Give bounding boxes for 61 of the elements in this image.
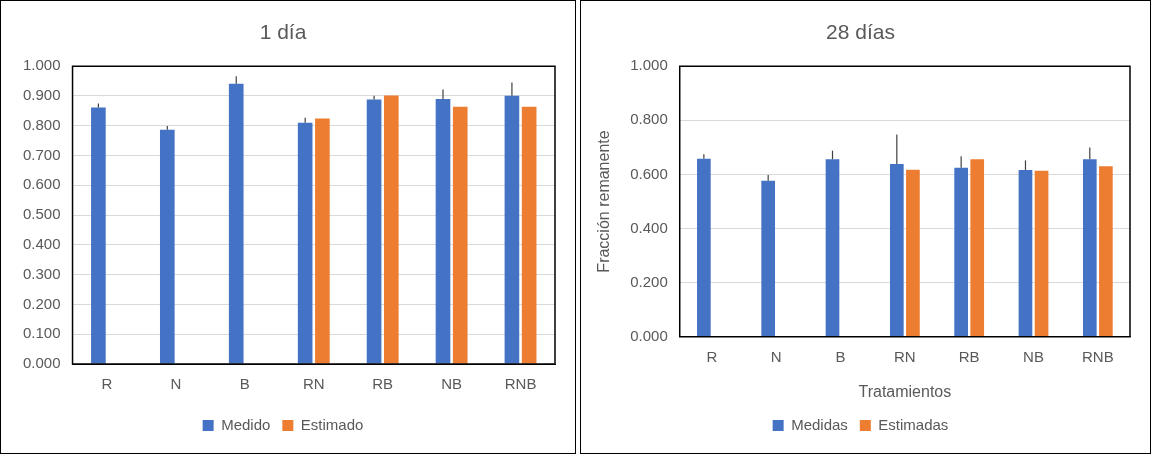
y-tick-label: 0.000 <box>22 354 61 372</box>
bar <box>1018 170 1033 337</box>
bar <box>906 169 920 337</box>
x-tick-label: N <box>770 347 782 365</box>
x-tick-label: RN <box>302 375 325 393</box>
bar <box>1099 166 1113 337</box>
x-tick-label: NB <box>441 375 463 393</box>
y-axis-title: Fracción remanente <box>595 130 613 273</box>
y-tick-label: 0.000 <box>630 326 668 344</box>
bar <box>383 95 399 364</box>
y-tick-label: 1.000 <box>22 56 61 74</box>
x-tick-label: RB <box>958 347 980 365</box>
y-tick-label: 0.100 <box>22 324 61 342</box>
y-tick-label: 0.600 <box>630 164 668 182</box>
y-tick-label: 0.300 <box>22 264 61 282</box>
x-tick-label: RNB <box>504 375 537 393</box>
x-tick-label: RNB <box>1082 347 1114 365</box>
x-axis-title: Tratamientos <box>858 382 952 400</box>
y-tick-label: 0.800 <box>630 110 668 128</box>
y-tick-label: 0.400 <box>22 235 61 253</box>
y-tick-label: 0.200 <box>22 294 61 312</box>
bar <box>159 129 175 364</box>
y-tick-label: 0.900 <box>22 86 61 104</box>
bar <box>1034 170 1049 337</box>
x-tick-label: B <box>239 375 250 393</box>
bar <box>970 159 985 337</box>
y-tick-label: 0.200 <box>630 272 668 290</box>
y-tick-label: 0.600 <box>22 175 61 193</box>
bar <box>1082 159 1097 337</box>
legend-label: Estimado <box>300 415 364 433</box>
legend-label: Medidas <box>791 415 848 433</box>
x-tick-label: N <box>170 375 182 393</box>
x-tick-label: NB <box>1023 347 1044 365</box>
chart-title: 28 días <box>826 20 895 44</box>
y-tick-label: 0.500 <box>22 205 61 223</box>
bar <box>228 83 244 364</box>
bar <box>366 99 382 364</box>
bar <box>697 158 711 337</box>
legend-label: Estimadas <box>878 415 949 433</box>
x-tick-label: RB <box>372 375 394 393</box>
legend-label: Medido <box>221 415 271 433</box>
bar <box>504 95 520 364</box>
bar <box>521 106 537 364</box>
y-tick-label: 0.800 <box>22 115 61 133</box>
bar <box>761 180 776 337</box>
x-tick-label: RN <box>894 347 916 365</box>
bar <box>91 107 106 364</box>
y-tick-label: 1.000 <box>630 56 668 74</box>
bar <box>889 163 904 337</box>
y-tick-label: 0.700 <box>22 145 61 163</box>
bar <box>452 106 468 364</box>
bar <box>954 167 968 337</box>
bar <box>297 122 313 364</box>
chart-title: 1 día <box>259 20 307 44</box>
bar <box>825 159 840 337</box>
bar <box>435 98 451 364</box>
bar <box>315 118 330 364</box>
x-tick-label: R <box>101 375 113 393</box>
y-tick-label: 0.400 <box>630 218 668 236</box>
x-tick-label: B <box>835 347 846 365</box>
x-tick-label: R <box>706 347 718 365</box>
